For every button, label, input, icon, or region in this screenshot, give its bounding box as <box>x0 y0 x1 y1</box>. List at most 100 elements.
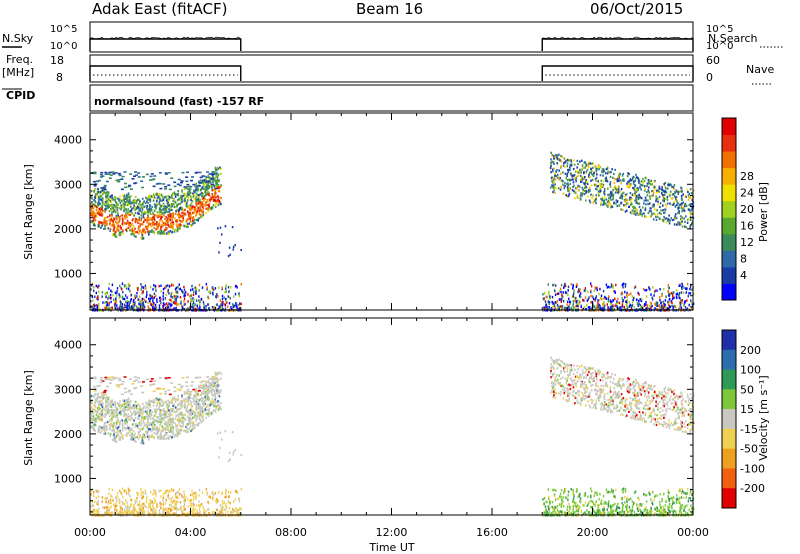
echo-cell <box>184 406 186 409</box>
echo-cell <box>594 286 596 289</box>
echo-cell <box>202 192 205 195</box>
echo-cell <box>593 289 596 293</box>
echo-cell <box>199 412 202 416</box>
echo-cell <box>110 208 112 211</box>
echo-cell <box>600 203 602 206</box>
echo-cell <box>673 187 675 191</box>
echo-cell <box>112 298 115 301</box>
echo-cell <box>101 426 103 429</box>
colorbar-swatch <box>722 167 736 185</box>
echo-cell <box>179 401 182 404</box>
echo-cell <box>631 211 633 214</box>
echo-cell <box>123 405 126 408</box>
echo-cell <box>624 296 626 299</box>
echo-cell <box>98 405 100 408</box>
echo-cell <box>171 291 173 295</box>
echo-cell <box>134 171 137 173</box>
echo-cell <box>153 419 156 422</box>
echo-cell <box>155 193 158 196</box>
echo-cell <box>201 201 203 204</box>
echo-cell <box>569 179 571 182</box>
echo-cell <box>670 291 673 295</box>
echo-cell <box>186 427 189 430</box>
echo-cell <box>194 414 197 417</box>
echo-cell <box>164 297 167 300</box>
echo-cell <box>98 195 100 198</box>
echo-cell <box>154 424 156 427</box>
echo-cell <box>216 196 218 199</box>
echo-cell <box>111 209 114 212</box>
echo-cell <box>100 208 102 211</box>
echo-cell <box>189 305 191 309</box>
echo-cell <box>190 288 192 292</box>
echo-cell <box>100 226 102 229</box>
echo-cell <box>618 172 621 175</box>
echo-cell <box>677 293 679 297</box>
echo-cell <box>194 396 196 399</box>
echo-cell <box>235 303 237 306</box>
echo-cell <box>100 194 102 197</box>
echo-cell <box>92 210 95 213</box>
echo-cell <box>199 408 202 412</box>
echo-cell <box>171 284 173 287</box>
echo-cell <box>688 203 690 206</box>
echo-cell <box>190 414 192 417</box>
echo-cell <box>168 292 170 295</box>
echo-cell <box>189 216 192 219</box>
echo-cell <box>152 303 154 306</box>
echo-cell <box>193 298 195 301</box>
echo-cell <box>170 410 173 413</box>
echo-cell <box>96 205 99 208</box>
echo-cell <box>200 414 203 417</box>
echo-cell <box>192 306 194 310</box>
echo-cell <box>193 287 195 290</box>
echo-cell <box>196 186 198 189</box>
echo-cell <box>131 201 133 204</box>
echo-cell <box>104 171 108 174</box>
echo-cell <box>584 306 586 309</box>
echo-cell <box>97 210 100 213</box>
echo-cell <box>628 186 630 189</box>
echo-cell <box>631 295 633 298</box>
echo-cell <box>173 410 176 413</box>
echo-cell <box>659 288 661 291</box>
echo-cell <box>141 413 144 416</box>
echo-cell <box>610 302 612 305</box>
echo-cell <box>645 199 647 202</box>
echo-cell <box>197 403 199 406</box>
echo-cell <box>550 162 553 165</box>
echo-cell <box>618 185 620 188</box>
echo-cell <box>158 202 160 205</box>
echo-cell <box>638 202 641 205</box>
echo-cell <box>103 422 106 425</box>
echo-cell <box>104 292 106 295</box>
echo-cell <box>105 292 107 295</box>
echo-cell <box>196 210 199 213</box>
echo-cell <box>214 401 217 404</box>
echo-cell <box>146 290 148 294</box>
echo-cell <box>179 198 181 201</box>
echo-cell <box>653 180 655 183</box>
echo-cell <box>164 286 166 290</box>
echo-cell <box>176 230 179 233</box>
echo-cell <box>177 295 179 299</box>
echo-cell <box>675 293 678 296</box>
echo-cell <box>125 402 127 405</box>
echo-cell <box>606 303 608 306</box>
echo-cell <box>160 213 163 216</box>
echo-cell <box>95 400 98 403</box>
echo-cell <box>105 199 107 202</box>
echo-cell <box>135 202 138 205</box>
echo-cell <box>118 199 120 202</box>
echo-cell <box>100 187 104 189</box>
echo-cell <box>93 180 97 183</box>
echo-cell <box>561 179 563 182</box>
echo-cell <box>553 157 555 160</box>
echo-cell <box>169 423 172 426</box>
echo-cell <box>119 284 121 288</box>
echo-cell <box>550 151 552 154</box>
echo-cell <box>149 405 152 408</box>
echo-cell <box>113 204 116 207</box>
echo-cell <box>689 213 692 216</box>
echo-cell <box>663 197 665 200</box>
